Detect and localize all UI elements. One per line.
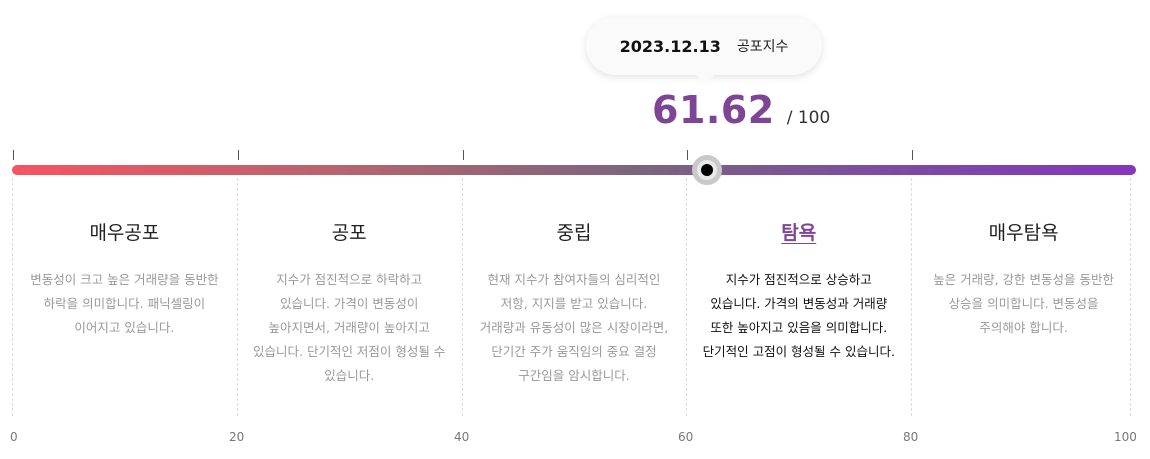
zone-description: 지수가 점진적으로 하락하고 있습니다. 가격이 변동성이 높아지면서, 거래량… <box>253 272 446 383</box>
zone-title: 매우탐욕 <box>988 222 1059 244</box>
column-divider <box>462 178 463 416</box>
zone-title: 매우공포 <box>89 222 160 244</box>
gauge-tick <box>13 150 14 160</box>
value-marker-dot <box>700 164 713 176</box>
zone-description: 변동성이 크고 높은 거래량을 동반한 하락을 의미합니다. 패닉셀링이 이어지… <box>30 272 219 335</box>
axis-tick-label: 0 <box>10 430 18 444</box>
score-max: / 100 <box>786 108 831 128</box>
column-divider <box>237 178 238 416</box>
zone-title: 탐욕 <box>781 222 817 244</box>
zone-description: 지수가 점진적으로 상승하고 있습니다. 가격의 변동성과 거래량 또한 높아지… <box>702 272 895 359</box>
gauge-tick <box>687 150 688 160</box>
gauge-tick <box>238 150 239 160</box>
gauge-tick <box>463 150 464 160</box>
zone-description: 높은 거래량, 강한 변동성을 동반한 상승을 의미합니다. 변동성을 주의해야… <box>933 272 1115 335</box>
zone-description: 현재 지수가 참여자들의 심리적인 저항, 지지를 받고 있습니다. 거래량과 … <box>479 272 669 383</box>
column-divider <box>686 178 687 416</box>
axis-tick-label: 80 <box>903 430 919 444</box>
column-divider <box>12 178 13 416</box>
tooltip-date: 2023.12.13 <box>619 36 721 56</box>
column-divider <box>1130 178 1131 416</box>
tooltip-label: 공포지수 <box>736 39 789 55</box>
gauge-tick <box>912 150 913 160</box>
gauge-bar <box>12 165 1136 175</box>
axis-tick-label: 60 <box>678 430 694 444</box>
column-divider <box>911 178 912 416</box>
date-tooltip: 2023.12.13 공포지수 <box>586 17 822 85</box>
axis-tick-label: 100 <box>1114 430 1137 444</box>
zone-title: 중립 <box>556 222 592 244</box>
score-readout: 61.62 / 100 <box>652 88 830 132</box>
value-marker-ring <box>691 155 722 185</box>
axis-tick-label: 20 <box>229 430 245 444</box>
zone-title: 공포 <box>331 222 367 244</box>
axis-tick-label: 40 <box>454 430 470 444</box>
score-value: 61.62 <box>652 88 775 132</box>
